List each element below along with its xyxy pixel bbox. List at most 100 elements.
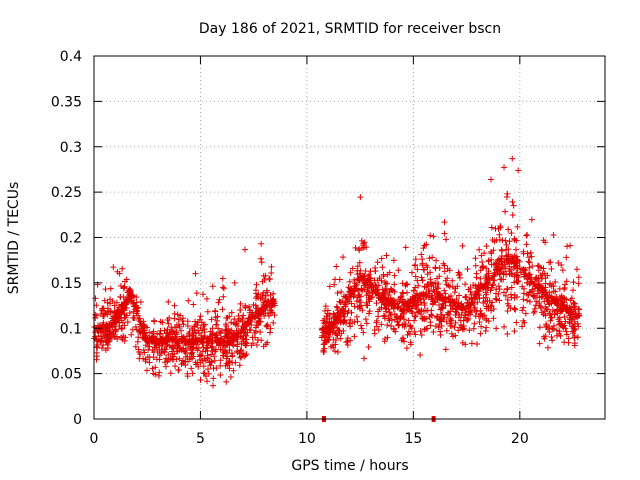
data-point xyxy=(322,303,329,310)
data-point xyxy=(193,338,200,345)
data-point xyxy=(117,282,124,289)
data-point xyxy=(451,289,458,296)
data-point xyxy=(401,298,408,305)
data-point xyxy=(374,287,381,294)
data-point xyxy=(505,226,512,233)
data-point xyxy=(197,376,204,383)
data-point xyxy=(534,283,541,290)
data-point xyxy=(483,291,490,298)
data-point xyxy=(509,155,516,162)
data-point xyxy=(204,308,211,315)
data-point xyxy=(238,346,245,353)
data-point xyxy=(493,262,500,269)
data-point xyxy=(173,324,180,331)
data-point xyxy=(140,355,147,362)
data-point xyxy=(143,324,150,331)
data-point xyxy=(562,318,569,325)
data-point xyxy=(336,327,343,334)
data-point xyxy=(326,283,333,290)
data-point xyxy=(421,300,428,307)
data-point xyxy=(570,299,577,306)
data-point xyxy=(117,293,124,300)
data-point xyxy=(530,292,537,299)
data-point xyxy=(547,311,554,318)
data-point xyxy=(110,264,117,271)
data-point xyxy=(434,291,441,298)
data-point xyxy=(424,264,431,271)
data-point xyxy=(519,267,526,274)
data-point xyxy=(339,254,346,261)
data-point xyxy=(190,301,197,308)
data-point xyxy=(217,342,224,349)
data-point xyxy=(368,282,375,289)
data-point xyxy=(347,269,354,276)
data-point xyxy=(546,310,553,317)
data-point xyxy=(110,328,117,335)
data-point xyxy=(193,345,200,352)
data-point xyxy=(558,300,565,307)
data-point xyxy=(477,267,484,274)
data-point xyxy=(364,302,371,309)
data-point xyxy=(333,303,340,310)
data-point xyxy=(260,343,267,350)
data-point xyxy=(421,326,428,333)
data-point xyxy=(104,299,111,306)
data-point xyxy=(511,235,518,242)
data-point xyxy=(228,319,235,326)
data-point xyxy=(227,374,234,381)
data-point xyxy=(540,333,547,340)
data-point xyxy=(493,286,500,293)
data-point xyxy=(480,263,487,270)
data-point xyxy=(498,256,505,263)
data-point xyxy=(451,324,458,331)
data-point xyxy=(513,253,520,260)
data-point xyxy=(570,279,577,286)
data-point xyxy=(330,336,337,343)
data-point xyxy=(335,327,342,334)
data-point xyxy=(573,266,580,273)
data-point xyxy=(509,198,516,205)
data-point xyxy=(488,224,495,231)
data-point xyxy=(568,295,575,302)
data-point xyxy=(520,290,527,297)
data-point xyxy=(334,289,341,296)
data-point xyxy=(430,328,437,335)
data-point xyxy=(548,295,555,302)
data-point xyxy=(257,255,264,262)
data-point xyxy=(515,167,522,174)
data-point xyxy=(383,252,390,259)
data-point xyxy=(268,299,275,306)
data-point xyxy=(390,326,397,333)
data-point xyxy=(462,341,469,348)
data-point xyxy=(526,264,533,271)
data-point xyxy=(414,277,421,284)
data-point xyxy=(162,346,169,353)
data-point xyxy=(190,336,197,343)
data-point xyxy=(259,291,266,298)
data-point xyxy=(244,318,251,325)
data-point xyxy=(475,287,482,294)
data-point xyxy=(146,337,153,344)
data-point xyxy=(99,345,106,352)
data-point xyxy=(178,327,185,334)
data-point xyxy=(324,310,331,317)
data-point xyxy=(247,307,254,314)
data-point xyxy=(368,289,375,296)
data-point xyxy=(260,306,267,313)
data-point xyxy=(263,287,270,294)
data-point xyxy=(496,297,503,304)
data-point xyxy=(535,267,542,274)
data-point xyxy=(462,312,469,319)
data-point xyxy=(331,281,338,288)
data-point xyxy=(262,310,269,317)
data-point xyxy=(506,270,513,277)
data-point xyxy=(135,312,142,319)
data-point xyxy=(210,346,217,353)
data-point xyxy=(524,279,531,286)
data-point xyxy=(398,337,405,344)
data-point xyxy=(478,252,485,259)
data-point xyxy=(258,295,265,302)
data-point xyxy=(123,304,130,311)
data-point xyxy=(165,356,172,363)
